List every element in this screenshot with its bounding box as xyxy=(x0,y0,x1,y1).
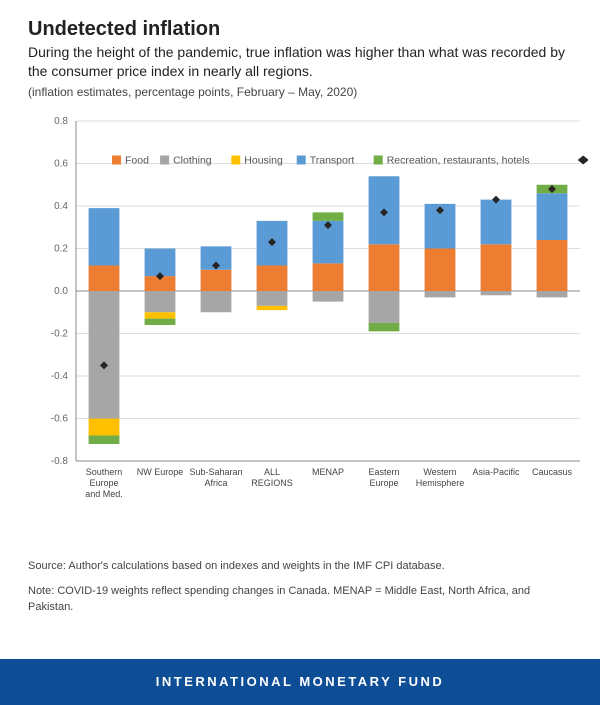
x-category-label: REGIONS xyxy=(251,478,293,488)
bar-segment xyxy=(145,312,176,318)
bar-segment xyxy=(145,248,176,276)
footer-banner: INTERNATIONAL MONETARY FUND xyxy=(0,659,600,705)
bar-segment xyxy=(425,248,456,291)
bar-segment xyxy=(537,193,568,240)
chart: -0.8 -0.6 -0.4 -0.2 0.0 0.2 0.4 0.6 0.8 Food Cloth… xyxy=(28,109,588,549)
legend-swatch xyxy=(231,155,240,164)
bar-segment xyxy=(481,199,512,244)
y-tick-label: 0.0 xyxy=(54,286,68,297)
bar-segment xyxy=(257,291,288,306)
bar-segment xyxy=(537,291,568,297)
legend-swatch xyxy=(160,155,169,164)
legend-label: Food xyxy=(125,154,149,166)
bar-segment xyxy=(89,291,120,419)
chart-title: Undetected inflation xyxy=(28,18,572,41)
bar-segment xyxy=(481,244,512,291)
x-category-label: Eastern xyxy=(368,467,399,477)
x-category-label: Hemisphere xyxy=(416,478,465,488)
bar-segment xyxy=(313,212,344,221)
y-tick-label: 0.2 xyxy=(54,243,68,254)
bar-segment xyxy=(257,265,288,291)
bar-segment xyxy=(201,291,232,312)
x-category-label: NW Europe xyxy=(137,467,184,477)
chart-subtitle: During the height of the pandemic, true … xyxy=(28,43,572,81)
source-text: Source: Author's calculations based on i… xyxy=(28,559,572,574)
bar-segment xyxy=(89,208,120,265)
y-tick-label: -0.8 xyxy=(51,456,69,467)
x-category-label: Africa xyxy=(204,478,227,488)
bar-segment xyxy=(313,263,344,291)
bar-segment xyxy=(145,291,176,312)
y-tick-label: 0.8 xyxy=(54,116,68,127)
legend-label: Transport xyxy=(310,154,355,166)
bar-segment xyxy=(481,291,512,295)
x-category-label: ALL xyxy=(264,467,280,477)
y-tick-label: -0.2 xyxy=(51,328,69,339)
legend-swatch xyxy=(374,155,383,164)
y-tick-label: 0.6 xyxy=(54,158,68,169)
bar-segment xyxy=(369,291,400,323)
bar-segment xyxy=(89,418,120,435)
x-category-label: Asia-Pacific xyxy=(472,467,520,477)
x-category-label: Southern xyxy=(86,467,123,477)
note-text: Note: COVID-19 weights reflect spending … xyxy=(28,584,572,615)
bar-segment xyxy=(145,318,176,324)
content-area: Undetected inflation During the height o… xyxy=(0,0,600,615)
x-category-label: Western xyxy=(423,467,456,477)
legend-label: Recreation, restaurants, hotels xyxy=(387,154,530,166)
bar-segment xyxy=(425,291,456,297)
x-category-label: Caucasus xyxy=(532,467,573,477)
x-category-label: and Med. xyxy=(85,489,123,499)
x-category-label: Sub-Saharan xyxy=(189,467,242,477)
chart-svg: -0.8 -0.6 -0.4 -0.2 0.0 0.2 0.4 0.6 0.8 Food Cloth… xyxy=(28,109,588,549)
y-tick-label: -0.6 xyxy=(51,413,69,424)
bar-segment xyxy=(89,265,120,291)
legend-label: Clothing xyxy=(173,154,212,166)
x-category-label: Europe xyxy=(369,478,398,488)
x-category-label: Europe xyxy=(89,478,118,488)
bar-segment xyxy=(201,270,232,291)
x-category-label: MENAP xyxy=(312,467,344,477)
bar-segment xyxy=(537,240,568,291)
y-tick-label: 0.4 xyxy=(54,201,68,212)
page: Undetected inflation During the height o… xyxy=(0,0,600,705)
legend-label: Housing xyxy=(244,154,283,166)
legend-swatch xyxy=(112,155,121,164)
legend-swatch xyxy=(297,155,306,164)
bar-segment xyxy=(89,435,120,444)
bar-segment xyxy=(313,291,344,302)
bar-segment xyxy=(257,306,288,310)
chart-units: (inflation estimates, percentage points,… xyxy=(28,85,572,99)
bar-segment xyxy=(369,244,400,291)
y-tick-label: -0.4 xyxy=(51,371,69,382)
bar-segment xyxy=(369,323,400,332)
